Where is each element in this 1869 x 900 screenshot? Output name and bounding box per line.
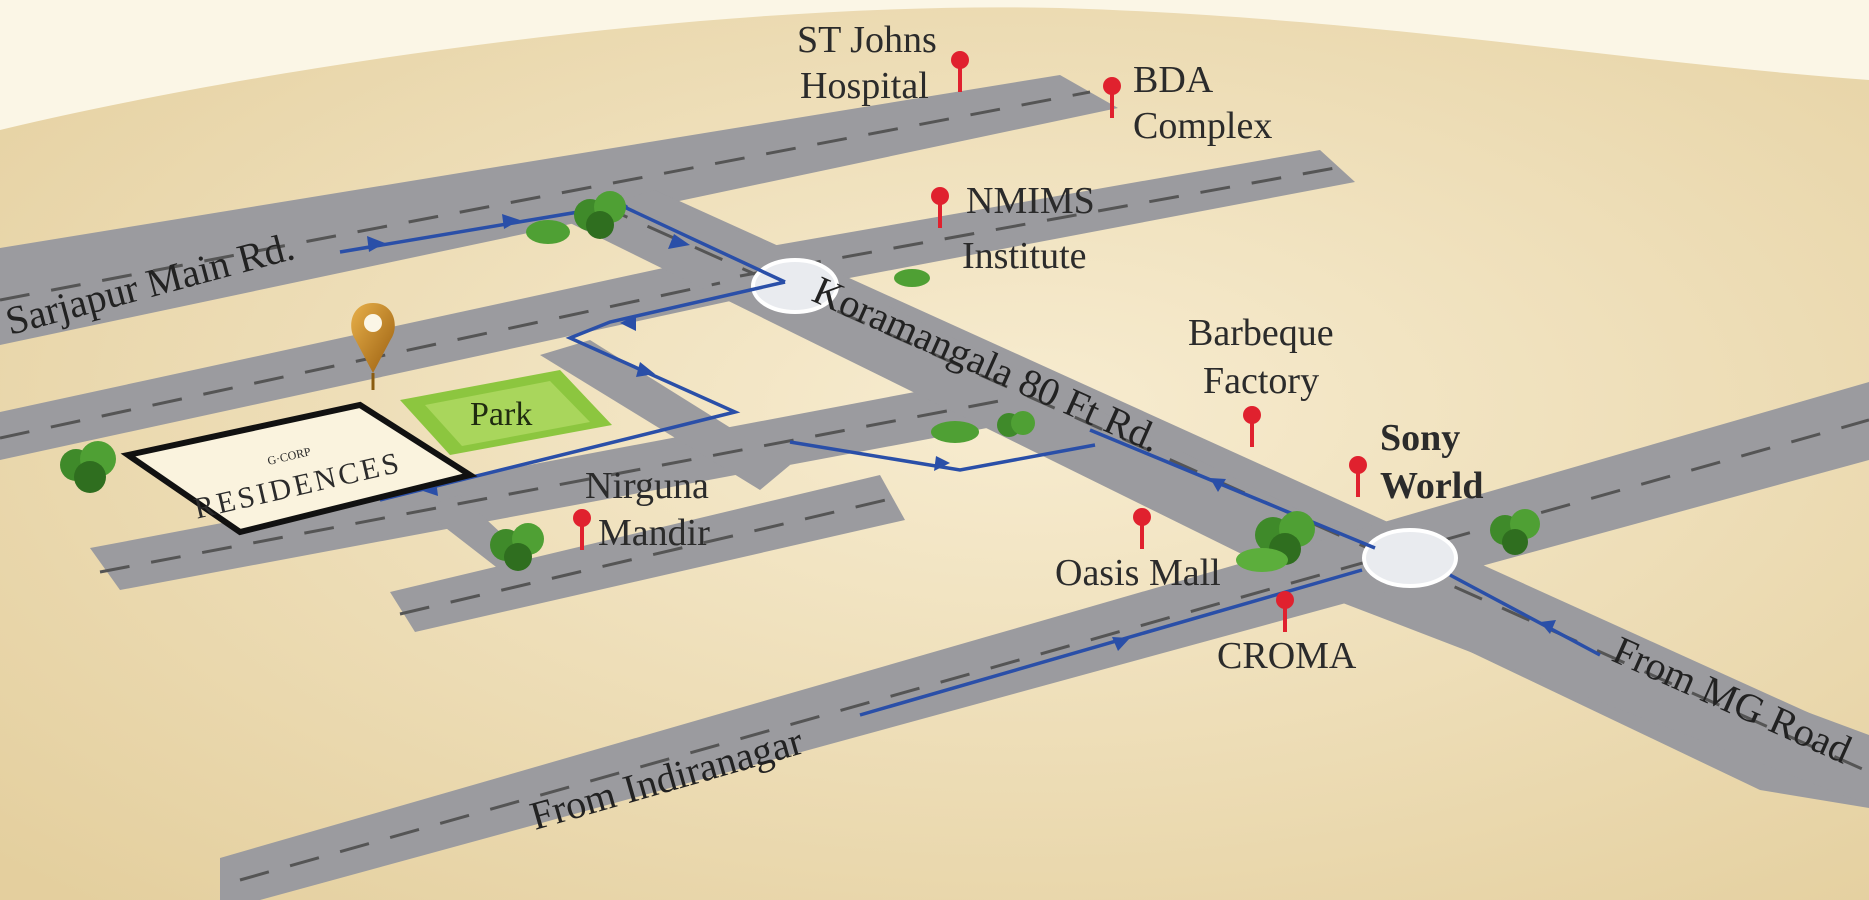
map-pin-icon [1103,77,1121,118]
route-arrow-icon [367,236,385,252]
tree-icon [1236,548,1288,572]
landmark-barbeque-2: Factory [1203,360,1319,402]
roundabout-icon [751,258,839,314]
road-nmims [720,150,1355,295]
map-pin-icon [1243,406,1261,447]
map-pin-icon [1276,591,1294,632]
route-arrow-icon [620,315,636,331]
roundabout-icon [1362,528,1458,588]
landmark-sony-2: World [1380,465,1483,507]
road-mg [1335,565,1869,805]
landmark-st-johns-1: ST Johns [797,19,937,61]
tree-icon [1490,509,1540,555]
landmark-oasis: Oasis Mall [1055,552,1221,594]
landmark-bda-2: Complex [1133,105,1272,147]
route-arrow-icon [789,440,1096,472]
roads [0,75,1869,900]
map-pin-icon [931,187,949,228]
landmark-pins [573,51,1367,632]
route-arrow-icon [502,214,520,229]
landmark-bda-1: BDA [1133,59,1214,101]
tree-icon [60,441,116,493]
tree-icon [931,421,979,443]
landmark-nmims-2: Institute [962,235,1087,277]
route-arrow-icon [1210,478,1226,492]
residences-plaque [120,401,478,536]
map-pin-icon [951,51,969,92]
landmark-nirguna-2: Mandir [598,512,710,554]
tree-icon [574,191,626,239]
map-pin-icon [573,509,591,550]
tree-icon [490,523,544,571]
landmark-nmims-1: NMIMS [966,180,1095,222]
landmark-sony-1: Sony [1380,417,1460,459]
tree-icon [894,269,930,287]
map-pin-icon [1133,508,1151,549]
park-inner [425,381,590,446]
route-arrow-icon [636,362,655,377]
route-arrow-icon [1089,428,1376,550]
map-pin-icon [1349,456,1367,497]
road-sarjapur [0,75,1118,345]
route-arrow-icon [668,234,690,249]
route-arrow-icon [1112,637,1130,651]
road-indiranagar [220,382,1869,900]
tree-icon [526,220,570,244]
landmark-croma: CROMA [1217,635,1357,677]
route-arrow-icon [1540,620,1556,634]
landmark-labels: ST Johns Hospital BDA Complex NMIMS Inst… [585,19,1483,677]
landmark-barbeque-1: Barbeque [1188,312,1334,354]
trees [60,191,1540,572]
park-label: Park [470,396,532,433]
route-arrow-icon [1449,573,1601,657]
landmark-nirguna-1: Nirguna [585,465,709,507]
road-nirguna [390,475,905,632]
landmark-st-johns-2: Hospital [800,65,929,107]
route-arrow-icon [934,456,950,471]
route-arrowheads [367,214,1556,651]
project-location-icon [351,303,395,390]
road-lower-left [90,375,1030,590]
tree-icon [997,411,1035,437]
park: Park [400,370,612,455]
